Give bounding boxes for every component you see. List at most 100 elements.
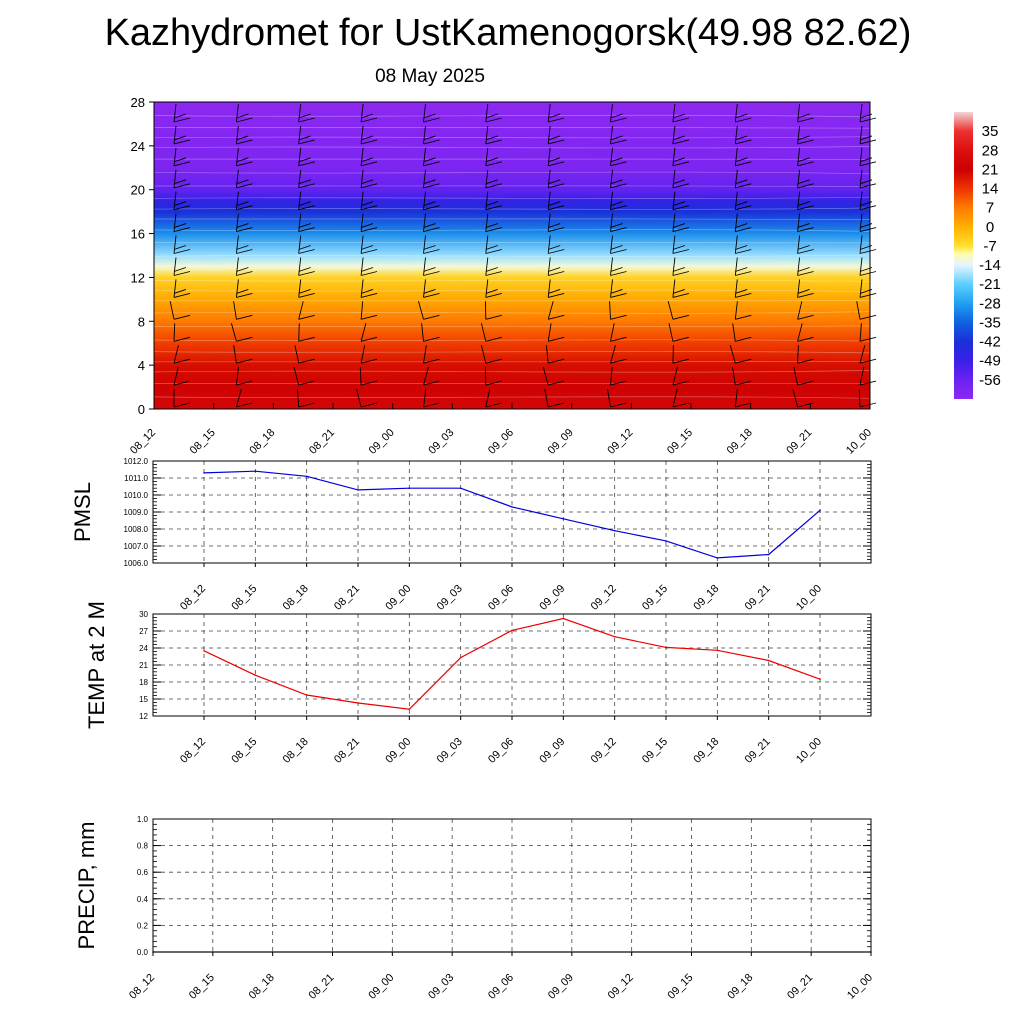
wind-barb-flag [672,157,686,163]
data-point [357,702,359,704]
wind-barb-staff [734,257,738,276]
wind-barb [356,388,378,408]
x-tick-label: 09_09 [546,427,576,457]
wind-barb-staff [734,147,738,166]
wind-barb-flag [735,157,748,163]
wind-barb-staff [360,323,367,342]
wind-barb-flag [610,139,627,145]
wind-barb [169,301,191,320]
wind-barb [797,257,814,276]
x-tick-label: 09_12 [605,427,635,457]
wind-barb-staff [173,366,179,386]
data-point [562,518,565,520]
contour-line [153,351,871,354]
wind-barb-staff [235,125,239,144]
wind-barb [544,388,565,408]
wind-barb-flag [423,139,440,145]
wind-barb-staff [294,345,300,364]
wind-barb-flag [797,157,810,163]
wind-barb-staff [734,125,738,144]
wind-barb [298,103,315,123]
wind-barb-staff [360,191,364,210]
wind-barb [672,388,690,408]
wind-barb-staff [173,235,177,254]
wind-barb-flag [485,223,498,229]
wind-barb-flag [672,358,690,364]
wind-barb-flag [236,358,253,364]
y-tick-label: 0.4 [137,895,149,904]
wind-barb-staff [480,323,487,342]
wind-barb-staff [235,147,239,166]
wind-barb-flag [298,223,311,229]
colorbar-label: -28 [979,295,1001,312]
wind-barb [672,257,690,276]
wind-barb-flag [735,223,748,229]
colorbar-label: -7 [983,238,996,255]
wind-barb-flag [797,249,814,254]
wind-barb [610,323,627,342]
wind-barb-flag [610,380,627,386]
wind-barb-staff [235,367,239,386]
wind-barb-staff [797,169,801,188]
wind-barb-flag [797,227,814,233]
wind-barb-flag [360,113,374,119]
contour-line [153,339,871,342]
wind-barb-flag [485,157,498,163]
wind-barb-flag [298,139,315,145]
x-tick-label: 09_06 [486,583,516,613]
x-tick-label: 09_06 [486,427,516,457]
wind-barb [360,147,378,167]
wind-barb-staff [610,257,613,276]
x-tick-label: 09_03 [426,427,456,457]
wind-barb [672,147,690,167]
wind-barb-flag [173,161,191,167]
y-tick-label: 21 [139,661,148,670]
wind-barb [792,388,814,408]
wind-barb-flag [735,117,752,123]
x-tick-label: 09_18 [725,972,755,1002]
data-point [716,557,719,559]
x-tick-label: 09_09 [537,736,567,766]
colorbar-label: 14 [982,181,999,198]
wind-barb-flag [360,402,378,408]
wind-barb-flag [735,380,752,386]
wind-barb-flag [672,249,690,254]
wind-barb-flag [672,139,690,145]
wind-barb [173,323,191,342]
wind-barb [298,235,315,254]
wind-barb-staff [173,169,177,188]
wind-barb-flag [485,380,502,386]
wind-barb [423,366,440,386]
wind-barb-staff [859,103,863,123]
wind-barb-flag [485,179,498,185]
wind-barb [547,125,565,145]
x-tick-label: 09_09 [537,583,567,613]
x-tick-label: 09_00 [367,427,397,457]
x-tick-label: 09_12 [589,583,619,613]
wind-barb-staff [610,323,615,342]
wind-barb [173,235,191,254]
wind-barb-flag [173,179,187,185]
wind-barb-flag [360,292,378,298]
wind-barb-flag [423,201,436,207]
wind-barb-staff [423,103,426,123]
wind-barb-staff [547,169,551,188]
wind-barb-flag [485,245,498,250]
wind-barb-flag [610,288,623,294]
chart-title: Kazhydromet for UstKamenogorsk(49.98 82.… [104,12,912,54]
wind-barb-flag [485,336,502,342]
wind-barb [797,235,814,254]
wind-barb-flag [672,183,690,189]
wind-barb [797,323,814,342]
wind-barb-staff [610,169,613,188]
wind-barb [423,213,440,233]
wind-barb-flag [797,288,810,294]
wind-barb [423,257,440,276]
wind-barb [734,125,752,145]
wind-barb-flag [797,314,814,320]
wind-barb [542,366,565,386]
wind-barb-flag [610,227,627,233]
wind-barb-staff [734,213,738,232]
wind-barb-flag [423,223,436,229]
wind-barb-flag [672,113,686,119]
